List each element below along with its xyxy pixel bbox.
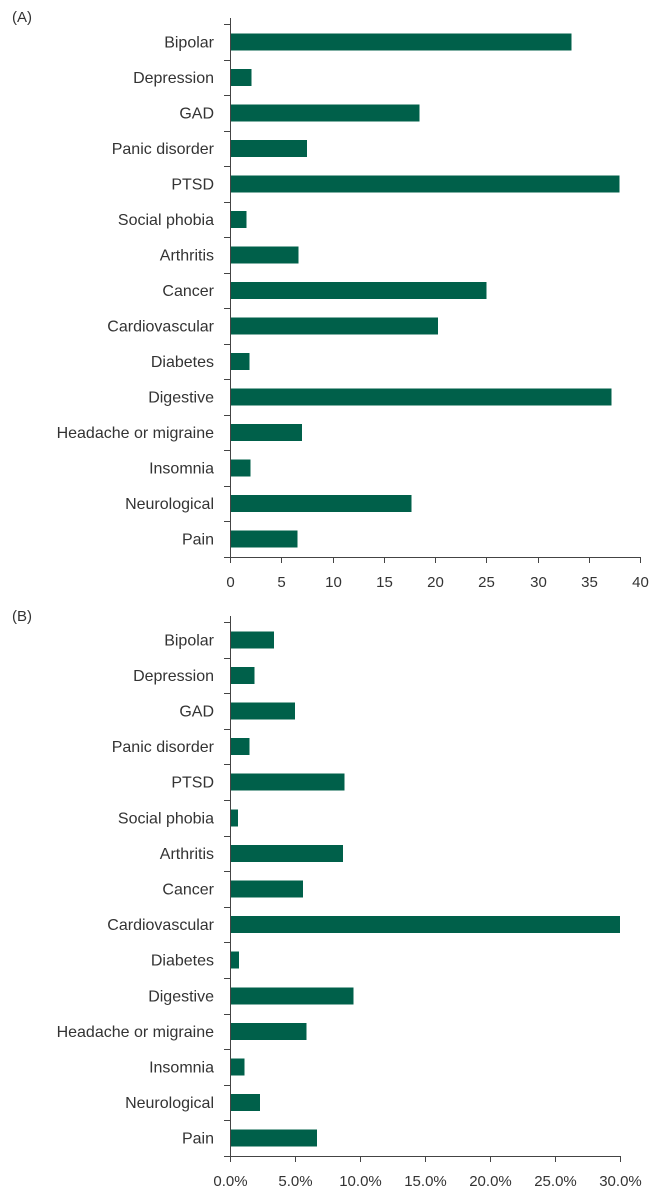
panel-b-bar-headache-or-migraine — [230, 1022, 307, 1040]
panel-b-bar-gad — [230, 702, 295, 720]
panel-a-bar-panic-disorder — [230, 139, 307, 157]
panel-b-x-tick-label: 20.0% — [469, 1173, 512, 1189]
panel-a-bar-diabetes — [230, 353, 250, 371]
panel-b-category-label: Depression — [133, 668, 214, 685]
panel-b-bar-depression — [230, 666, 255, 684]
panel-a-bar-digestive — [230, 388, 612, 406]
panel-b-bar-diabetes — [230, 951, 240, 969]
panel-a-bar-neurological — [230, 495, 412, 513]
panel-a-category-label: Arthritis — [160, 248, 214, 265]
panel-a-x-tick-label: 35 — [581, 574, 598, 591]
panel-a-x-tick-label: 30 — [530, 574, 547, 591]
panel-b-chart: (B) Bipolar Depression GAD Panic disorder PT… — [12, 608, 642, 1189]
panel-a-bar-pain — [230, 530, 298, 548]
panel-b-x-tick-label: 30.0% — [599, 1173, 642, 1189]
panel-a-x-tick-label: 25 — [478, 574, 495, 591]
panel-a-category-label: Depression — [133, 70, 214, 87]
panel-a-category-label: Social phobia — [118, 212, 214, 229]
panel-b-category-label: Cancer — [162, 882, 214, 899]
panel-b-x-tick-label: 10.0% — [339, 1173, 382, 1189]
panel-a-category-label: Digestive — [148, 390, 214, 407]
panel-a-chart: (A) Bipolar Depression GAD Panic disorder PT… — [12, 9, 649, 591]
panel-a-category-label: Insomnia — [149, 461, 214, 478]
panel-b-bar-digestive — [230, 987, 354, 1005]
panel-a-bar-insomnia — [230, 459, 251, 477]
panel-a-bar-headache-or-migraine — [230, 424, 302, 442]
panel-a-x-tick-label: 15 — [376, 574, 393, 591]
panel-a-category-label: Headache or migraine — [57, 425, 215, 442]
panel-b-category-label: Neurological — [125, 1095, 214, 1112]
panel-b-x-tick-label: 15.0% — [404, 1173, 447, 1189]
panel-b-bar-neurological — [230, 1094, 260, 1112]
panel-b-category-label: Insomnia — [149, 1060, 214, 1077]
panel-a-label: (A) — [12, 9, 32, 26]
panel-a-category-label: Diabetes — [151, 354, 214, 371]
panel-b-category-label: Headache or migraine — [57, 1024, 215, 1041]
panel-b-bar-ptsd — [230, 773, 345, 791]
panel-a-x-tick-label: 20 — [427, 574, 444, 591]
panel-b-category-label: Social phobia — [118, 810, 214, 827]
panel-b-bar-insomnia — [230, 1058, 245, 1076]
panel-b-x-tick-label: 5.0% — [278, 1173, 312, 1189]
panel-b-bar-panic-disorder — [230, 738, 250, 756]
panel-a-x-tick-label: 0 — [226, 574, 234, 591]
panel-b-category-label: Arthritis — [160, 846, 214, 863]
panel-a-category-label: GAD — [179, 105, 214, 122]
panel-b-category-label: Panic disorder — [112, 739, 215, 756]
panel-b-bar-bipolar — [230, 631, 275, 649]
panel-b-category-label: Bipolar — [164, 632, 214, 649]
panel-a-bar-social-phobia — [230, 210, 247, 228]
panel-b-bar-social-phobia — [230, 809, 238, 827]
panel-a-category-label: PTSD — [171, 176, 214, 193]
panel-b-category-label: PTSD — [171, 775, 214, 792]
panel-b-bar-pain — [230, 1129, 318, 1147]
panel-a-x-tick-label: 40 — [632, 574, 649, 591]
panel-a-x-tick-label: 10 — [325, 574, 342, 591]
panel-a-category-label: Neurological — [125, 496, 214, 513]
panel-a-category-label: Bipolar — [164, 34, 214, 51]
panel-b-bar-cardiovascular — [230, 916, 620, 934]
panel-b-label: (B) — [12, 608, 32, 625]
panel-b-category-label: Diabetes — [151, 953, 214, 970]
panel-b-x-tick-label: 25.0% — [534, 1173, 577, 1189]
panel-a-category-label: Panic disorder — [112, 141, 215, 158]
panel-b-category-label: Cardiovascular — [107, 917, 214, 934]
panel-a-category-label: Cardiovascular — [107, 319, 214, 336]
panel-a-bar-ptsd — [230, 175, 620, 193]
panel-b-category-label: GAD — [179, 704, 214, 721]
panel-b-category-label: Pain — [182, 1131, 214, 1148]
panel-b-category-label: Digestive — [148, 988, 214, 1005]
panel-a-bar-depression — [230, 68, 252, 86]
panel-b-x-tick-label: 0.0% — [213, 1173, 247, 1189]
panel-a-category-label: Pain — [182, 532, 214, 549]
panel-a-bar-gad — [230, 104, 420, 122]
panel-a-bar-cancer — [230, 282, 487, 299]
panel-a-bar-bipolar — [230, 33, 572, 51]
panel-a-bar-arthritis — [230, 246, 299, 264]
panel-a-category-label: Cancer — [162, 283, 214, 300]
panel-a-x-tick-label: 5 — [277, 574, 285, 591]
panel-b-bar-cancer — [230, 880, 303, 898]
panel-a-bar-cardiovascular — [230, 317, 439, 335]
panel-b-bar-arthritis — [230, 844, 344, 862]
